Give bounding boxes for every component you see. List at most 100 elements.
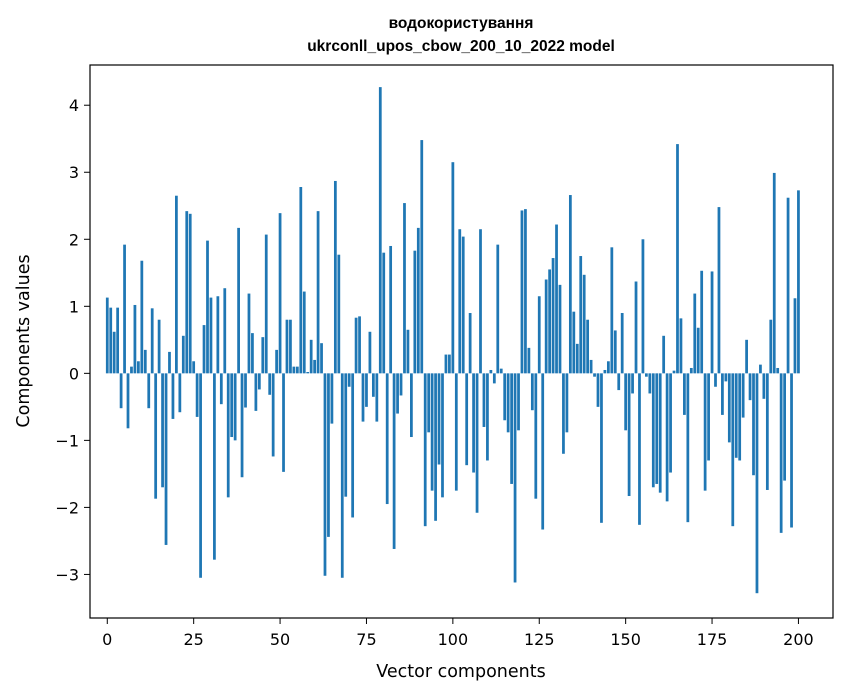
bar-component-172 (700, 270, 704, 374)
bar-component-30 (209, 297, 213, 374)
y-tick-label: −2 (55, 498, 79, 517)
bar-component-78 (375, 373, 379, 422)
bar-component-100 (451, 162, 455, 374)
bar-component-32 (216, 296, 220, 374)
bar-component-121 (524, 209, 527, 374)
y-tick-label: 3 (69, 163, 79, 182)
bar-component-24 (188, 213, 192, 374)
bar-component-83 (392, 373, 396, 549)
bar-component-84 (396, 373, 399, 414)
bar-component-167 (683, 373, 686, 415)
bar-component-184 (741, 373, 745, 418)
bar-component-40 (244, 373, 247, 408)
bar-component-17 (164, 373, 168, 545)
y-tick-label: −3 (55, 565, 79, 584)
bar-component-33 (219, 373, 223, 405)
bar-component-200 (797, 190, 800, 374)
bar-component-22 (181, 335, 185, 374)
bar-component-137 (579, 256, 583, 374)
x-tick-label: 50 (270, 630, 290, 649)
bar-component-150 (624, 373, 628, 431)
bar-component-108 (479, 229, 482, 374)
y-tick-label: 2 (69, 230, 79, 249)
bar-component-21 (178, 373, 182, 413)
bar-component-97 (441, 373, 444, 498)
bar-component-132 (562, 373, 565, 454)
bar-component-50 (278, 213, 282, 374)
bar-component-145 (606, 361, 610, 374)
bar-component-91 (420, 140, 424, 374)
bar-component-80 (382, 252, 386, 374)
bar-component-183 (738, 373, 742, 461)
bar-component-171 (696, 327, 700, 374)
bar-component-111 (489, 369, 493, 374)
bar-component-4 (119, 373, 123, 409)
bar-component-177 (717, 207, 721, 374)
bar-component-69 (344, 373, 348, 497)
bar-component-188 (755, 373, 759, 594)
bar-component-193 (772, 172, 776, 374)
bar-component-161 (662, 335, 666, 374)
x-tick-label: 0 (102, 630, 112, 649)
bar-component-8 (133, 304, 137, 374)
bar-component-6 (126, 373, 130, 429)
bar-component-104 (465, 373, 469, 466)
bar-component-35 (226, 373, 230, 498)
bar-component-3 (116, 307, 120, 374)
x-tick-label: 200 (783, 630, 814, 649)
y-tick-label: 1 (69, 297, 79, 316)
bar-component-27 (199, 373, 202, 578)
chart-title: водокористування (389, 15, 534, 32)
bar-component-101 (454, 373, 458, 491)
bar-component-118 (513, 373, 517, 583)
bar-component-90 (416, 227, 420, 374)
bar-component-164 (672, 370, 676, 374)
bar-component-28 (202, 325, 206, 374)
bar-component-42 (251, 333, 254, 374)
bar-component-123 (530, 373, 534, 411)
bar-component-180 (727, 373, 731, 443)
bar-component-54 (292, 366, 296, 374)
bar-component-174 (707, 373, 710, 461)
bar-component-87 (406, 329, 410, 374)
bar-component-64 (327, 373, 330, 537)
x-axis-ticks: 0 25 50 75 100 125 150 175 200 (102, 618, 814, 649)
bar-component-39 (240, 373, 244, 478)
bar-component-102 (458, 229, 462, 374)
bar-component-37 (233, 373, 237, 441)
bar-component-47 (268, 373, 272, 395)
x-tick-label: 150 (610, 630, 641, 649)
bar-component-96 (437, 373, 441, 465)
bar-component-190 (762, 373, 766, 399)
bar-component-74 (361, 373, 365, 422)
bar-component-45 (261, 337, 265, 374)
bar-component-85 (399, 373, 403, 396)
bar-component-199 (793, 298, 797, 374)
bar-component-48 (271, 373, 275, 457)
bar-component-1 (109, 307, 113, 374)
bar-component-38 (237, 227, 240, 374)
bar-component-14 (154, 373, 158, 499)
bar-component-71 (351, 373, 355, 518)
bar-component-159 (655, 373, 659, 484)
bar-component-170 (693, 293, 697, 374)
bar-component-58 (306, 372, 310, 374)
bar-component-157 (648, 373, 652, 394)
bar-component-25 (192, 361, 196, 374)
bar-component-49 (275, 349, 278, 374)
bar-component-110 (486, 373, 489, 461)
bar-component-149 (620, 313, 624, 374)
bar-component-119 (517, 373, 520, 431)
bar-component-169 (689, 367, 693, 374)
bar-component-26 (195, 373, 199, 417)
bar-component-10 (140, 260, 144, 374)
bar-component-19 (171, 373, 175, 419)
bar-component-160 (658, 373, 662, 493)
bar-component-107 (475, 373, 479, 513)
bar-component-75 (365, 373, 368, 407)
bar-component-185 (745, 339, 748, 374)
bar-component-189 (759, 364, 762, 374)
bar-component-194 (776, 367, 780, 374)
bar-component-168 (686, 373, 690, 523)
bar-component-197 (786, 197, 790, 374)
